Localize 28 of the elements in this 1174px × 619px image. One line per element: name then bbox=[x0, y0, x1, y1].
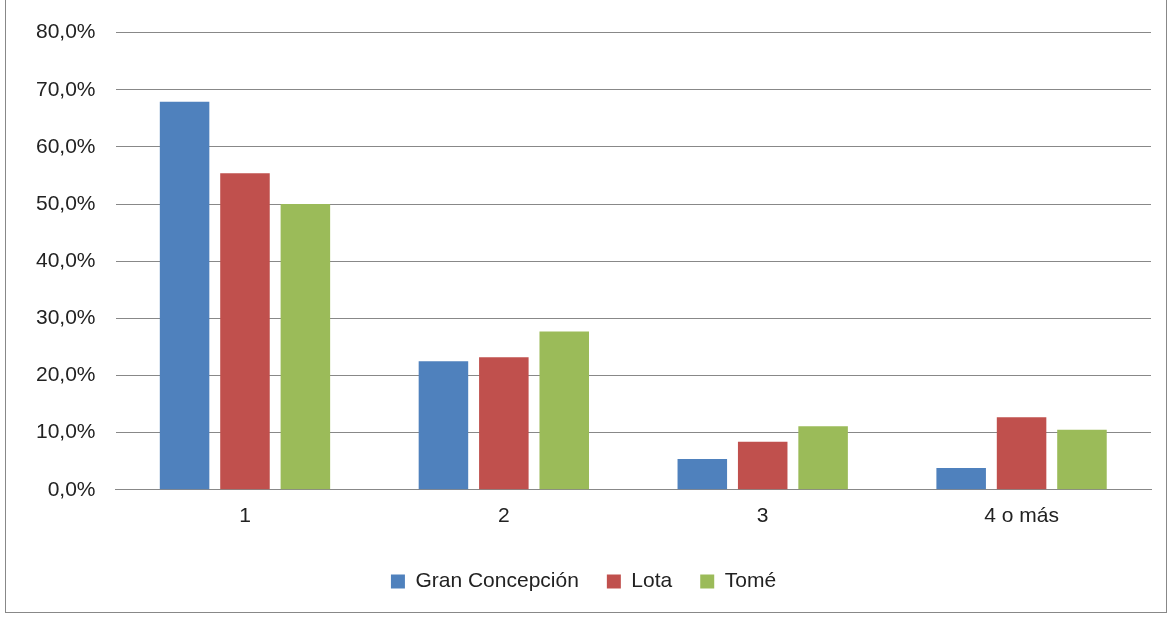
y-tick-label: 70,0% bbox=[36, 76, 96, 100]
x-tick-label: 1 bbox=[239, 503, 251, 527]
x-tick-label: 3 bbox=[756, 503, 769, 527]
bar bbox=[220, 173, 270, 490]
bar bbox=[418, 361, 469, 490]
bar bbox=[159, 101, 210, 490]
legend-label: Gran Concepción bbox=[415, 568, 579, 592]
bar bbox=[936, 468, 986, 490]
bar bbox=[539, 331, 590, 490]
bar bbox=[996, 417, 1047, 490]
y-tick-label: 30,0% bbox=[36, 305, 96, 329]
x-tick-label: 4 o más bbox=[984, 503, 1059, 527]
bar bbox=[677, 458, 728, 490]
legend-label: Tomé bbox=[724, 568, 777, 592]
y-tick-label: 0,0% bbox=[47, 476, 96, 500]
bar bbox=[1057, 429, 1107, 490]
bar bbox=[798, 426, 848, 490]
y-tick-label: 40,0% bbox=[36, 248, 96, 271]
y-tick-label: 20,0% bbox=[36, 362, 96, 386]
y-tick-label: 80,0% bbox=[36, 19, 96, 43]
y-tick-label: 50,0% bbox=[36, 190, 96, 214]
bar bbox=[737, 441, 788, 490]
y-tick-label: 10,0% bbox=[36, 419, 96, 443]
bar bbox=[479, 357, 529, 490]
bar bbox=[280, 204, 331, 490]
y-tick-label: 60,0% bbox=[36, 133, 96, 157]
legend-label: Lota bbox=[631, 568, 673, 592]
x-tick-label: 2 bbox=[498, 503, 510, 527]
